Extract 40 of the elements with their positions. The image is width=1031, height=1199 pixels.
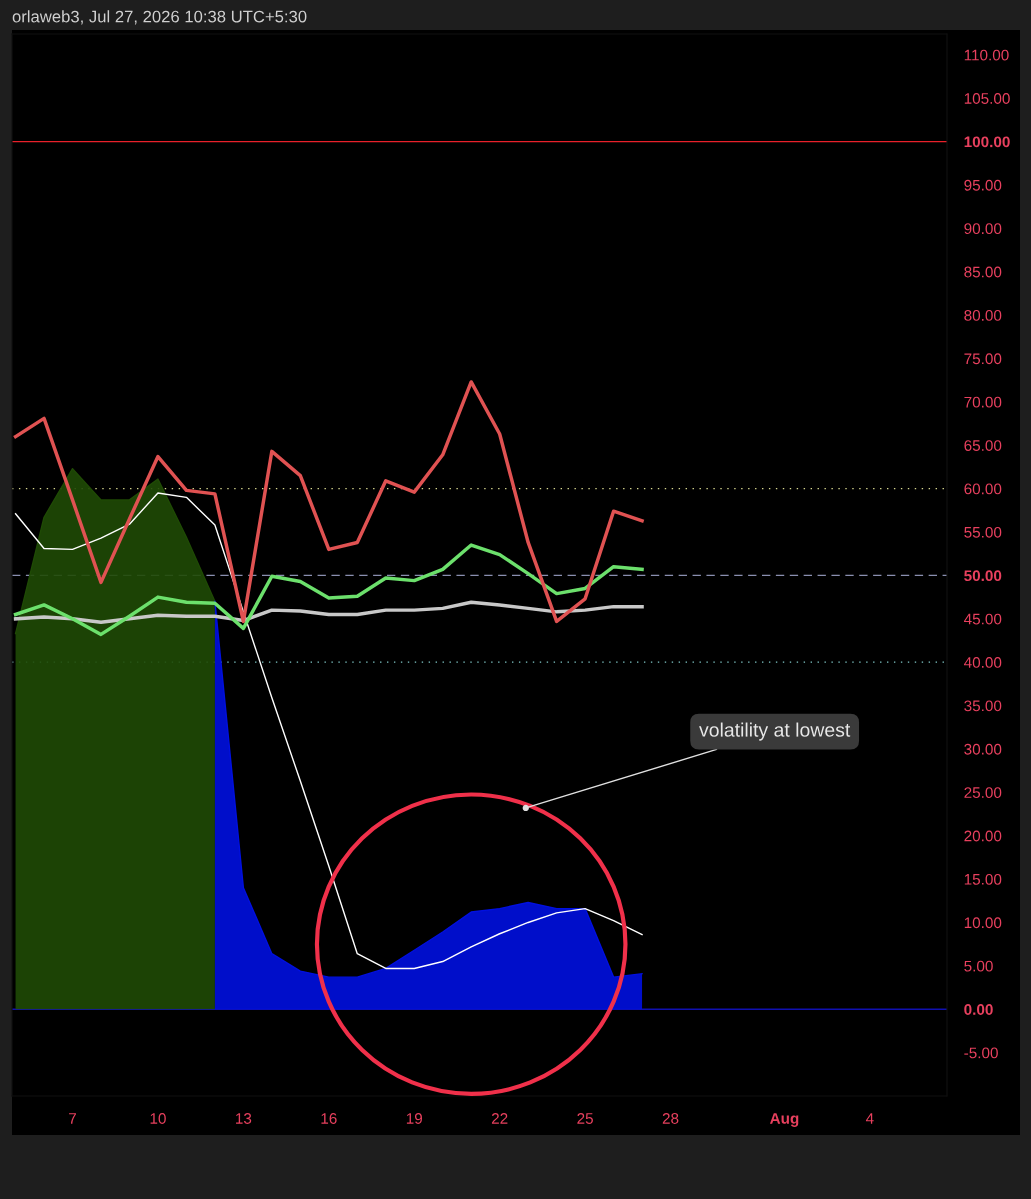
y-tick-label: 10.00 <box>964 917 1002 929</box>
x-tick-label: 4 <box>865 1113 874 1124</box>
line-series <box>13 380 644 624</box>
annotation: volatility at lowest <box>699 722 851 741</box>
y-tick-label: 60.00 <box>964 483 1002 495</box>
x-tick-label: 7 <box>69 1113 76 1124</box>
y-tick-label: 80.00 <box>964 309 1002 321</box>
y-tick-label: 5.00 <box>964 960 993 972</box>
x-tick-label: Aug <box>769 1113 799 1127</box>
y-tick-label: 75.00 <box>964 353 1002 365</box>
y-tick-label: 105.00 <box>964 93 1010 104</box>
y-tick-label: 45.00 <box>964 613 1002 625</box>
y-tick-label: 65.00 <box>964 440 1002 451</box>
y-tick-label: 40.00 <box>964 657 1002 668</box>
x-tick-label: 22 <box>491 1113 508 1124</box>
y-tick-label: 25.00 <box>964 787 1002 799</box>
y-tick-label: 55.00 <box>964 526 1002 538</box>
x-tick-label: 10 <box>150 1113 166 1124</box>
x-tick-label: 19 <box>406 1113 423 1124</box>
x-tick-label: 28 <box>662 1113 679 1124</box>
x-tick-label: 13 <box>236 1113 252 1124</box>
y-tick-label: 85.00 <box>964 266 1002 278</box>
y-tick-label: 20.00 <box>964 830 1002 842</box>
y-tick-label: 70.00 <box>964 396 1002 408</box>
y-tick-label: 0.00 <box>964 1004 993 1015</box>
x-tick-label: 25 <box>577 1113 593 1124</box>
line-series <box>13 600 644 624</box>
y-tick-label: 90.00 <box>964 223 1002 235</box>
line-series <box>14 492 643 970</box>
y-tick-label: 100.00 <box>964 136 1010 148</box>
y-tick-label: 95.00 <box>964 179 1002 191</box>
y-tick-label: 110.00 <box>964 49 1009 61</box>
y-tick-label: 35.00 <box>964 700 1002 712</box>
text: orlaweb3, Jul 27, 2026 10:38 UTC+5:30 <box>12 10 307 25</box>
line-series <box>13 543 644 637</box>
y-tick-label: 15.00 <box>964 873 1002 885</box>
y-tick-label: 30.00 <box>964 743 1002 755</box>
y-tick-label: -5.00 <box>964 1047 998 1059</box>
y-tick-label: 50.00 <box>964 570 1002 582</box>
x-tick-label: 16 <box>321 1113 337 1124</box>
